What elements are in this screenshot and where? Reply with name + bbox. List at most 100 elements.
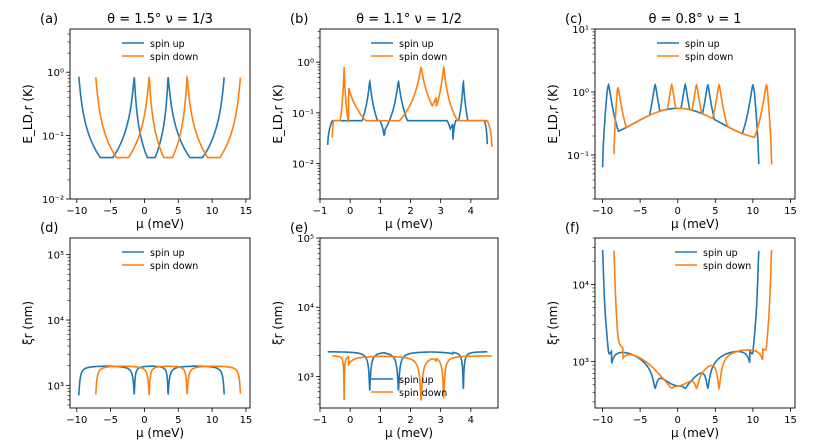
y-tick-label: 10⁴ (572, 280, 589, 291)
legend: spin up spin down (371, 39, 447, 63)
x-tick-label: 0 (141, 206, 147, 217)
x-tick-label: 0 (347, 206, 353, 217)
y-tick-label: 10³ (297, 372, 314, 383)
y-axis-label: E_LD,r (K) (546, 84, 560, 143)
legend: spin up spin down (371, 375, 447, 399)
y-tick-label: 10⁻² (292, 160, 314, 171)
legend-label: spin down (703, 261, 751, 272)
x-tick-label: 0 (675, 415, 681, 426)
series-spin-down-line (95, 365, 242, 396)
plot-frame (319, 28, 499, 200)
series-spin-up-line (326, 78, 489, 145)
x-tick-label: 2 (407, 206, 413, 217)
panel-e: −1 0 1 2 3 4 10³ 10⁴ 10⁵ μ (meV) ξr (nm) (e) spin up… (271, 221, 499, 440)
legend: spin up spin down (122, 248, 198, 272)
panel-d: −10 −5 0 5 10 15 10³ 10⁴ 10⁵ μ (meV) ξr (nm) (d) spi… (21, 221, 252, 440)
y-tick-label: 10⁰ (297, 58, 314, 69)
x-tick-label: 5 (712, 206, 718, 217)
panel-label: (f) (565, 221, 580, 236)
y-axis-label: ξr (nm) (21, 301, 35, 345)
x-tick-label: 0 (141, 415, 147, 426)
panel-b: −1 0 1 2 3 4 10⁻² 10⁻¹ 10⁰ μ (meV) E_LD,r (K) (b) θ … (271, 12, 499, 231)
y-tick-label: 10⁻¹ (292, 109, 314, 120)
panel-title: θ = 1.1° ν = 1/2 (356, 12, 462, 27)
y-axis-label: ξr (nm) (271, 301, 285, 345)
series-spin-down-line (331, 65, 493, 147)
y-tick-label: 10⁵ (297, 234, 314, 245)
legend-label: spin down (150, 52, 198, 63)
legend-label: spin down (399, 388, 447, 399)
legend-label: spin up (150, 39, 185, 50)
panel-label: (b) (290, 12, 308, 27)
x-tick-label: −10 (592, 415, 613, 426)
x-axis-label: μ (meV) (671, 426, 719, 440)
y-tick-label: 10⁴ (297, 303, 314, 314)
plot-frame (594, 28, 796, 200)
y-tick-label: 10⁻¹ (42, 132, 64, 143)
legend: spin up spin down (657, 39, 733, 63)
x-tick-label: 5 (712, 415, 718, 426)
x-tick-label: −1 (313, 415, 328, 426)
y-tick-label: 10⁻¹ (567, 151, 589, 162)
x-tick-label: −10 (592, 206, 613, 217)
x-tick-label: 10 (206, 415, 219, 426)
x-tick-label: 1 (377, 206, 383, 217)
x-tick-label: 15 (240, 206, 253, 217)
plot-frame (319, 237, 499, 409)
y-axis-label: E_LD,r (K) (271, 84, 285, 143)
series-spin-down-line (613, 249, 773, 392)
panel-title: θ = 1.5° ν = 1/3 (107, 12, 213, 27)
panel-label: (c) (565, 12, 582, 27)
legend-label: spin down (399, 52, 447, 63)
x-tick-label: 5 (175, 415, 181, 426)
legend-label: spin up (150, 248, 185, 259)
x-tick-label: 15 (240, 415, 253, 426)
x-axis-label: μ (meV) (671, 217, 719, 231)
panel-f: −10 −5 0 5 10 15 10³ 10⁴ μ (meV) ξr (nm) (f) spin u… (546, 221, 797, 440)
x-tick-label: −5 (103, 415, 118, 426)
y-tick-label: 10⁰ (572, 88, 589, 99)
panel-title: θ = 0.8° ν = 1 (648, 12, 741, 27)
x-tick-label: 0 (675, 206, 681, 217)
panel-label: (a) (40, 12, 58, 27)
x-tick-label: −5 (633, 206, 648, 217)
x-tick-label: −5 (633, 415, 648, 426)
x-tick-label: −1 (313, 206, 328, 217)
x-tick-label: 10 (206, 206, 219, 217)
y-axis-label: E_LD,r (K) (21, 84, 35, 143)
x-axis-label: μ (meV) (136, 426, 184, 440)
plot-frame (69, 28, 251, 200)
legend-label: spin down (685, 52, 733, 63)
x-tick-label: 2 (407, 415, 413, 426)
x-axis-label: μ (meV) (385, 217, 433, 231)
x-tick-label: −5 (103, 206, 118, 217)
legend-label: spin up (399, 375, 434, 386)
x-tick-label: 4 (468, 415, 474, 426)
x-tick-label: −10 (66, 206, 87, 217)
panel-a: −10 −5 0 5 10 15 10⁻² 10⁻¹ 10⁰ μ (meV) E_LD,r (K) (… (21, 12, 252, 231)
legend-label: spin up (399, 39, 434, 50)
x-tick-label: 10 (747, 415, 760, 426)
series-spin-down-line (95, 74, 242, 159)
y-tick-label: 10³ (47, 381, 64, 392)
legend-label: spin up (685, 39, 720, 50)
series-spin-down-line (613, 82, 773, 165)
y-tick-label: 10³ (572, 358, 589, 369)
y-tick-label: 10⁰ (47, 68, 64, 79)
y-tick-label: 10¹ (572, 25, 589, 36)
x-tick-label: 3 (437, 206, 443, 217)
series-spin-down-line (332, 355, 492, 401)
x-tick-label: 4 (468, 206, 474, 217)
y-tick-label: 10⁵ (47, 251, 64, 262)
x-tick-label: 3 (437, 415, 443, 426)
panel-label: (e) (290, 221, 308, 236)
panel-label: (d) (40, 221, 58, 236)
x-tick-label: 10 (747, 206, 760, 217)
x-tick-label: 15 (784, 206, 797, 217)
plot-frame (594, 237, 796, 409)
x-axis-label: μ (meV) (385, 426, 433, 440)
panel-c: −10 −5 0 5 10 15 10⁻¹ 10⁰ 10¹ μ (meV) E_LD,r (K) (c… (546, 12, 797, 231)
x-tick-label: 5 (175, 206, 181, 217)
series-spin-up-line (78, 76, 225, 159)
